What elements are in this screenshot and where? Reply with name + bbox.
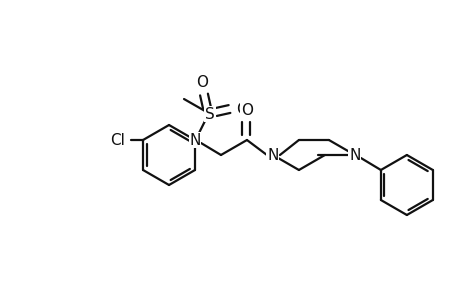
Text: S: S [205,106,214,122]
Text: O: O [241,103,252,118]
Text: N: N [348,148,360,163]
Text: O: O [196,75,207,90]
Text: N: N [267,148,278,163]
Text: N: N [189,133,200,148]
Text: Cl: Cl [110,133,125,148]
Text: O: O [236,101,248,116]
